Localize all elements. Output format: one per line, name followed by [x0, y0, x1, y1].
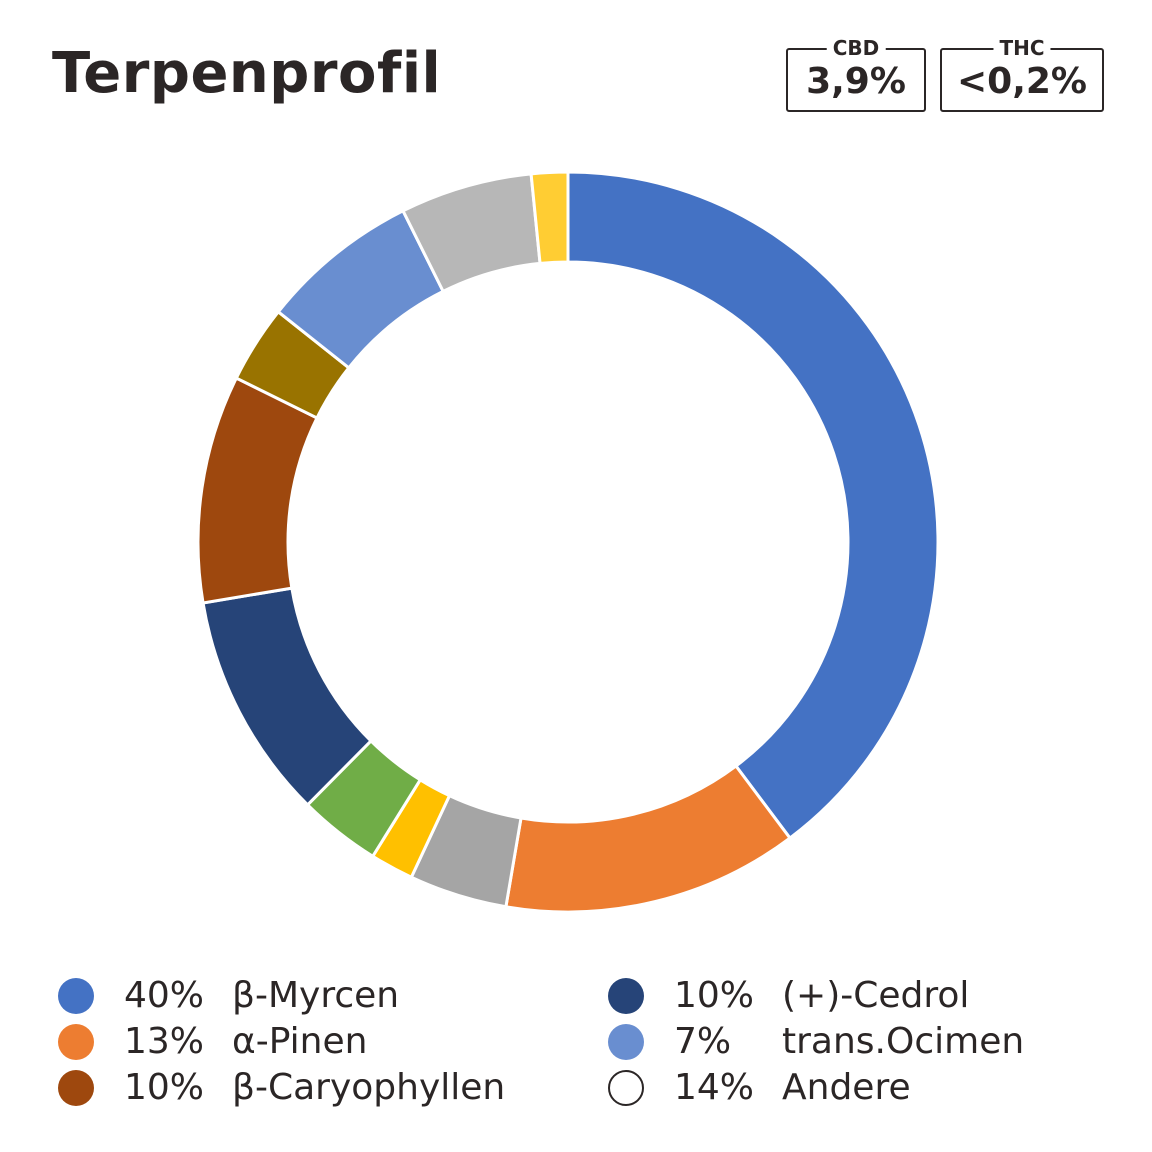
cbd-value: 3,9% [806, 61, 906, 102]
legend-percent: 40% [124, 975, 205, 1016]
thc-value: <0,2% [956, 61, 1087, 102]
legend-item: 14% Andere [608, 1068, 1088, 1108]
legend-label: β-Caryophyllen [232, 1067, 506, 1108]
donut-segment-2 [504, 763, 793, 914]
legend-item: 7% trans.Ocimen [608, 1022, 1088, 1062]
legend-label: β-Myrcen [232, 975, 400, 1016]
legend-percent: 7% [674, 1021, 732, 1062]
legend-item: 10% β-Caryophyllen [58, 1068, 538, 1108]
donut-chart [196, 170, 940, 914]
legend-item: 40% β-Myrcen [58, 976, 538, 1016]
legend-swatch [58, 1070, 94, 1106]
legend-swatch [608, 1024, 644, 1060]
donut-segment-1 [566, 170, 940, 841]
donut-segment-7 [196, 376, 319, 605]
cbd-badge: CBD 3,9% [786, 36, 926, 112]
legend-percent: 13% [124, 1021, 205, 1062]
legend-swatch [58, 1024, 94, 1060]
legend-label: (+)-Cedrol [782, 975, 970, 1016]
legend-label: trans.Ocimen [782, 1021, 1025, 1062]
legend-percent: 14% [674, 1067, 755, 1108]
legend-swatch [58, 978, 94, 1014]
thc-badge: THC <0,2% [940, 36, 1104, 112]
legend-label: Andere [782, 1067, 911, 1108]
cbd-label: CBD [826, 36, 886, 60]
legend-swatch [608, 1070, 644, 1106]
legend-item: 10% (+)-Cedrol [608, 976, 1088, 1016]
legend-percent: 10% [674, 975, 755, 1016]
donut-segment-11 [529, 170, 570, 266]
thc-label: THC [993, 36, 1051, 60]
legend-label: α-Pinen [232, 1021, 368, 1062]
legend-percent: 10% [124, 1067, 205, 1108]
legend-item: 13% α-Pinen [58, 1022, 538, 1062]
legend-swatch [608, 978, 644, 1014]
page-title: Terpenprofil [52, 41, 442, 106]
